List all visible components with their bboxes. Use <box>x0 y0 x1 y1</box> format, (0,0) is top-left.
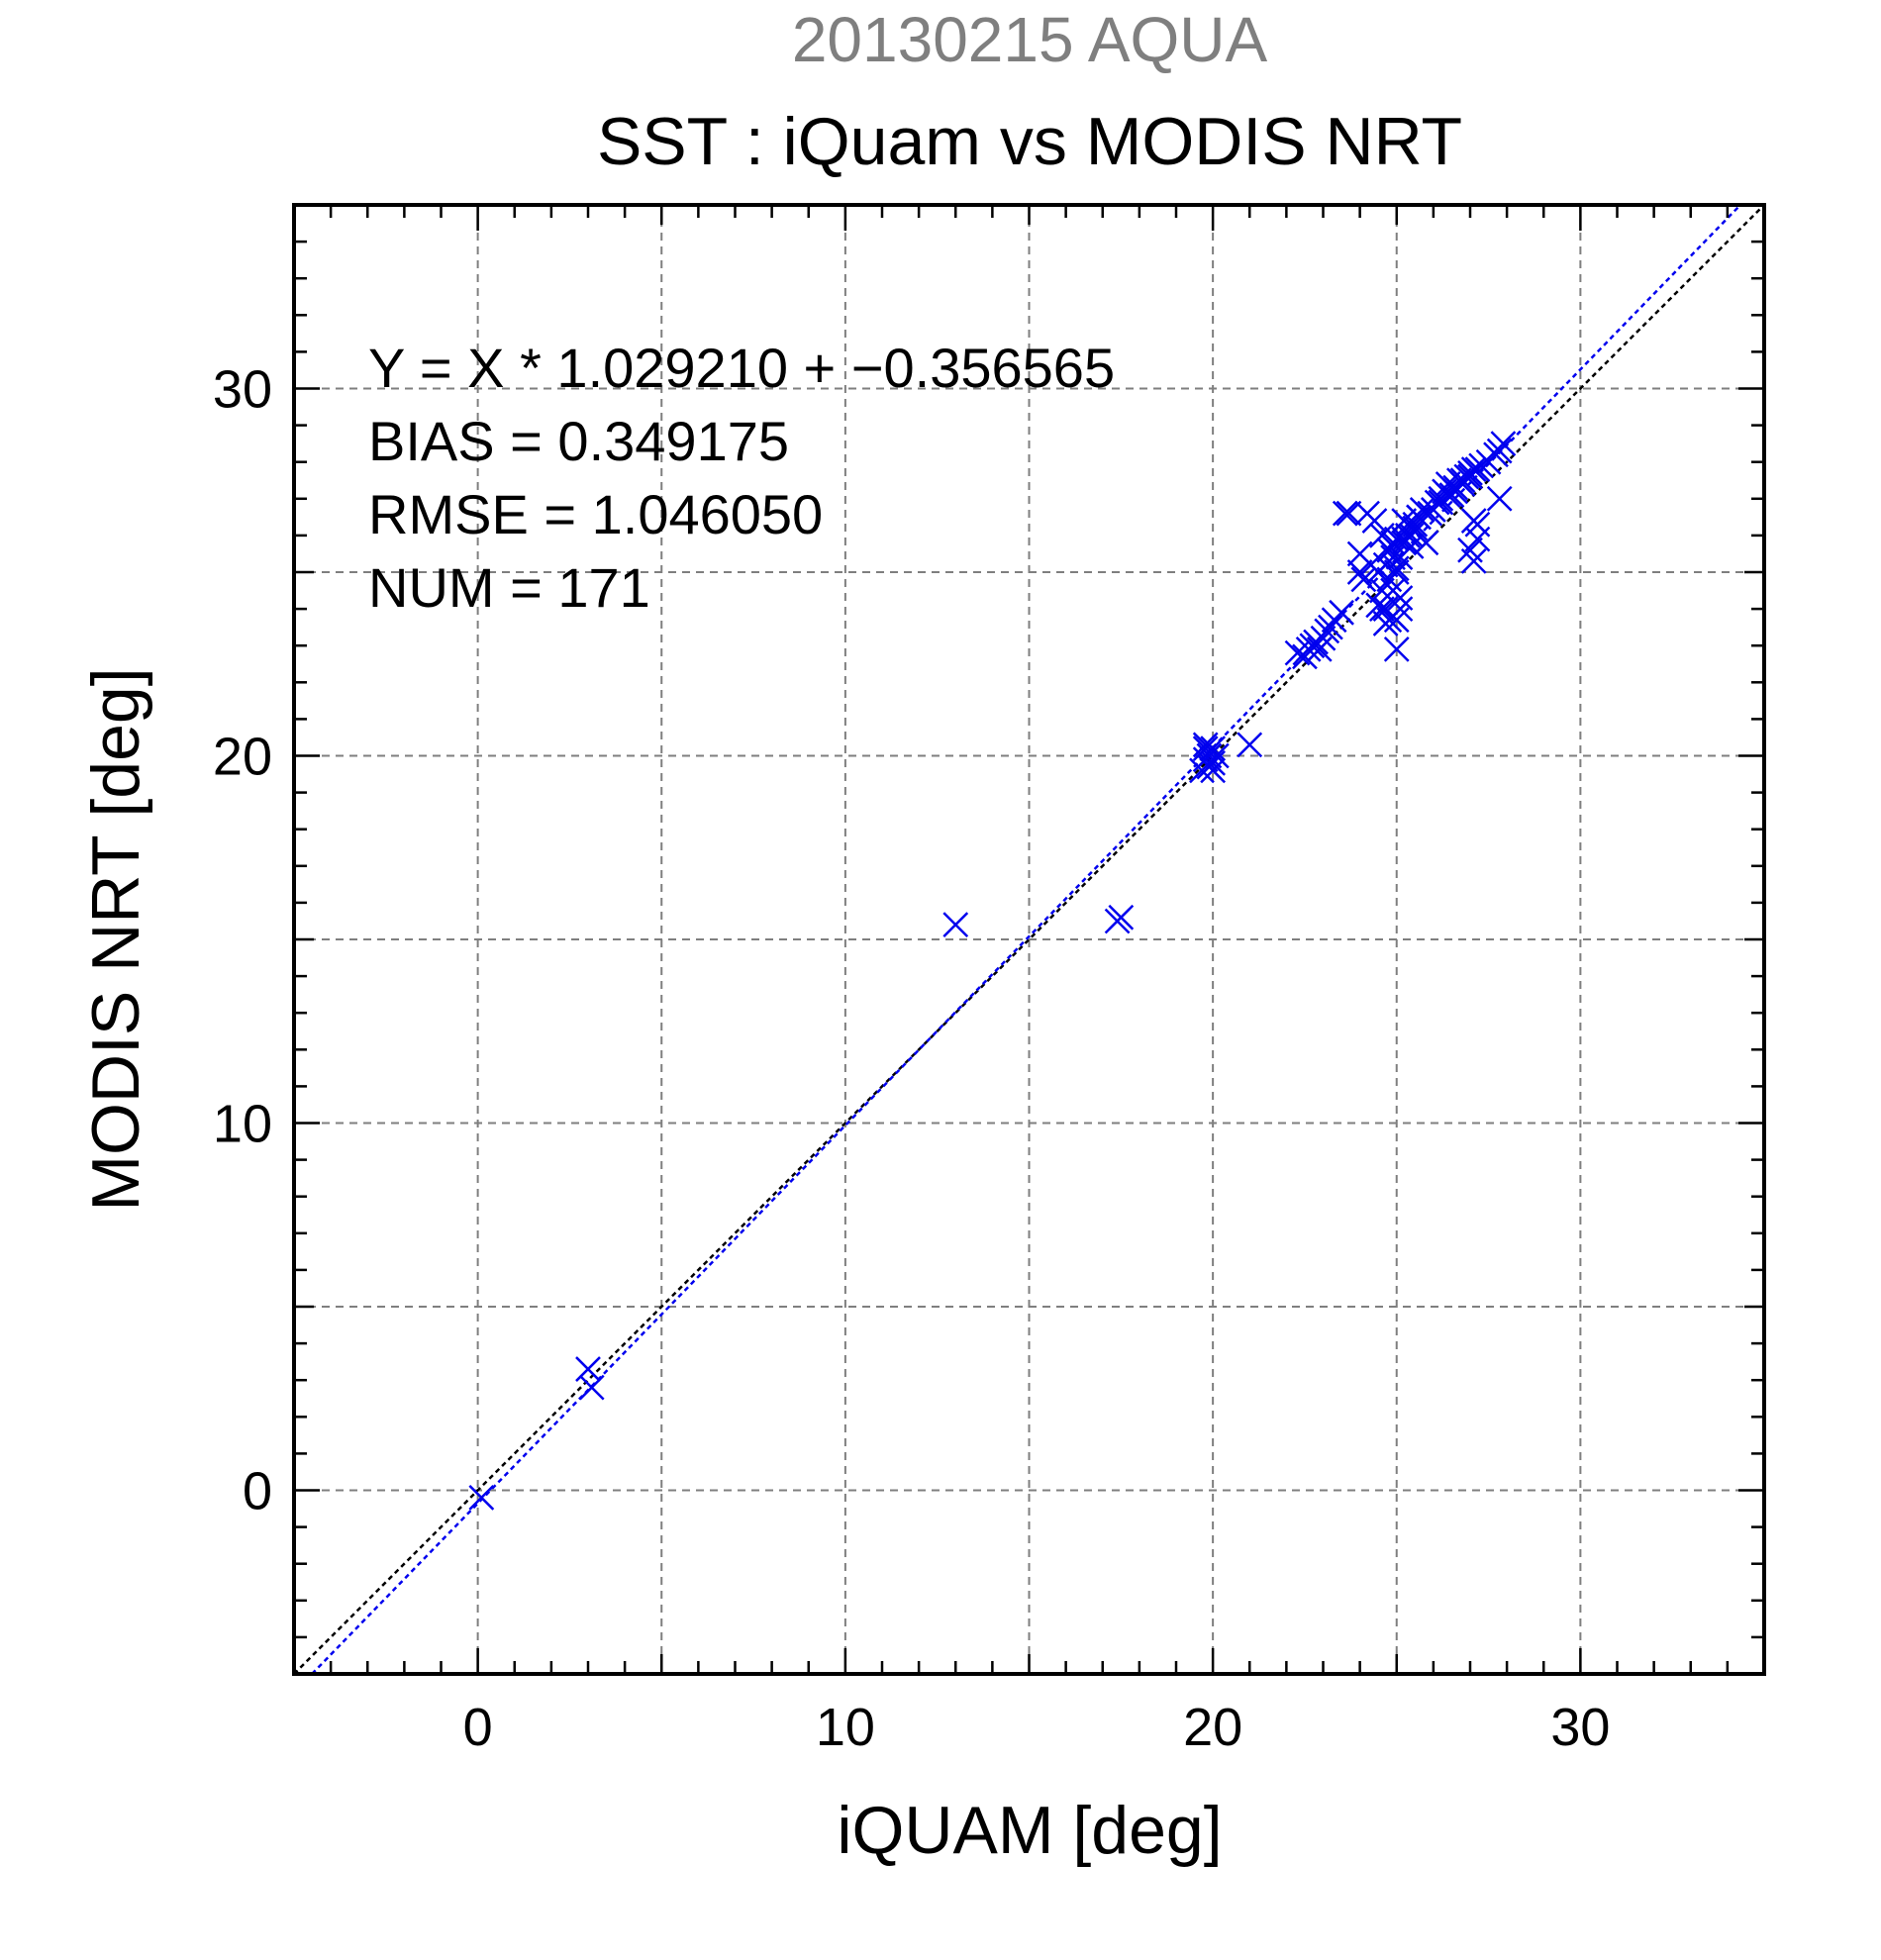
y-tick-label: 20 <box>213 728 272 787</box>
data-point <box>1295 637 1322 662</box>
y-axis-label: MODIS NRT [deg] <box>78 667 153 1211</box>
x-tick-label: 10 <box>816 1698 875 1757</box>
data-point <box>1486 485 1513 512</box>
data-point <box>1318 614 1343 640</box>
data-point <box>1310 625 1336 651</box>
data-point <box>1383 637 1410 662</box>
data-point <box>1192 732 1219 758</box>
stats-count: NUM = 171 <box>368 556 650 619</box>
data-point <box>1376 537 1403 563</box>
data-point <box>1395 511 1421 538</box>
stats-fit-equation: Y = X * 1.029210 + −0.356565 <box>368 337 1115 399</box>
data-point <box>1237 732 1263 758</box>
stats-box: Y = X * 1.029210 + −0.356565 BIAS = 0.34… <box>368 337 1115 619</box>
data-point <box>1387 596 1414 622</box>
regression-line <box>311 204 1741 1675</box>
data-point <box>1108 904 1135 931</box>
data-point <box>1350 566 1377 593</box>
x-tick-label: 20 <box>1183 1698 1242 1757</box>
data-point <box>1332 500 1358 527</box>
data-point <box>1200 750 1227 776</box>
data-point <box>1406 504 1432 531</box>
stats-rmse: RMSE = 1.046050 <box>368 483 823 545</box>
data-point <box>1460 456 1487 483</box>
chart-title: SST : iQuam vs MODIS NRT <box>597 104 1462 179</box>
data-point <box>1464 511 1491 538</box>
x-axis-label: iQUAM [deg] <box>837 1793 1222 1868</box>
data-point <box>1457 537 1483 563</box>
y-tick-labels: 0 10 20 30 <box>213 360 272 1521</box>
data-point <box>942 912 969 938</box>
one-to-one-line <box>293 204 1765 1675</box>
x-tick-label: 0 <box>463 1698 493 1757</box>
data-point <box>1468 452 1495 479</box>
data-point <box>575 1356 601 1382</box>
data-point <box>1383 555 1410 582</box>
grid-lines <box>294 205 1764 1674</box>
reference-lines <box>293 204 1765 1675</box>
data-point <box>1336 500 1362 527</box>
data-point <box>1200 757 1227 784</box>
data-point <box>1369 523 1395 548</box>
data-point <box>1369 596 1395 622</box>
plot-frame <box>292 203 1766 1676</box>
data-point <box>1380 577 1406 604</box>
data-point <box>578 1374 605 1401</box>
x-tick-label: 30 <box>1550 1698 1610 1757</box>
y-tick-label: 0 <box>243 1462 272 1521</box>
data-point <box>1391 526 1418 552</box>
y-tick-label: 10 <box>213 1095 272 1154</box>
y-tick-label: 30 <box>213 360 272 420</box>
data-point <box>1361 508 1388 534</box>
data-point <box>1490 431 1517 457</box>
data-point <box>1346 559 1373 585</box>
chart-supertitle: 20130215 AQUA <box>792 4 1268 75</box>
x-tick-labels: 0 10 20 30 <box>463 1698 1611 1757</box>
data-point <box>1402 511 1429 538</box>
data-point <box>468 1485 495 1511</box>
stats-bias: BIAS = 0.349175 <box>368 410 789 472</box>
data-point <box>1329 599 1354 626</box>
data-point <box>1486 438 1513 464</box>
axis-ticks <box>292 203 1766 1676</box>
data-points <box>468 431 1517 1511</box>
